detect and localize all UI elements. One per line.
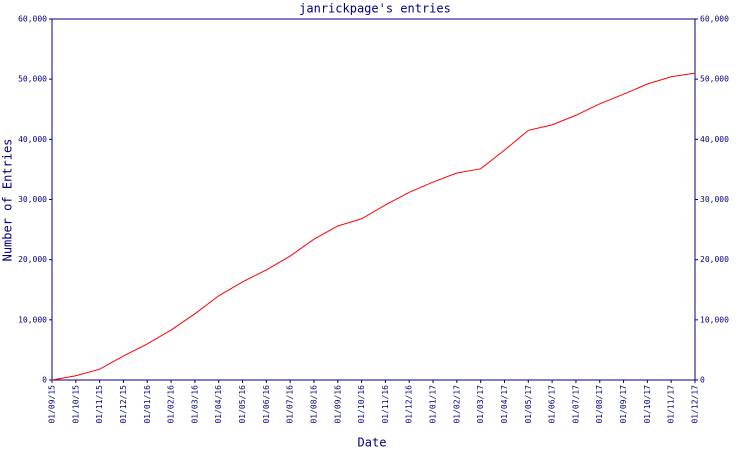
y2-tick-label: 10,000 [700, 315, 729, 324]
x-tick-label: 01/04/16 [214, 385, 223, 424]
y2-tick-label: 20,000 [700, 255, 729, 264]
x-tick-label: 01/01/17 [429, 385, 438, 424]
x-tick-label: 01/09/17 [619, 385, 628, 424]
y-tick-label: 30,000 [18, 195, 47, 204]
x-tick-label: 01/06/16 [262, 385, 271, 424]
x-tick-label: 01/07/17 [571, 385, 580, 424]
x-tick-label: 01/08/16 [309, 385, 318, 424]
y2-tick-label: 0 [700, 376, 705, 385]
x-tick-label: 01/02/16 [167, 385, 176, 424]
x-tick-label: 01/12/17 [691, 385, 700, 424]
x-tick-label: 01/07/16 [286, 385, 295, 424]
x-axis-label: Date [358, 436, 387, 450]
y-tick-label: 40,000 [18, 135, 47, 144]
y2-tick-label: 30,000 [700, 195, 729, 204]
x-tick-label: 01/10/15 [71, 385, 80, 424]
x-tick-label: 01/01/16 [143, 385, 152, 424]
y-axis-label: Number of Entries [1, 139, 15, 262]
x-tick-label: 01/12/16 [405, 385, 414, 424]
x-tick-label: 01/03/16 [190, 385, 199, 424]
chart-title: janrickpage's entries [299, 2, 451, 16]
x-tick-label: 01/02/17 [452, 385, 461, 424]
y-tick-label: 20,000 [18, 255, 47, 264]
x-tick-label: 01/11/15 [95, 385, 104, 424]
y2-tick-label: 40,000 [700, 135, 729, 144]
data-line [51, 72, 696, 381]
x-tick-label: 01/12/15 [119, 385, 128, 424]
x-tick-label: 01/03/17 [476, 385, 485, 424]
y-tick-label: 60,000 [18, 15, 47, 24]
x-tick-label: 01/05/16 [238, 385, 247, 424]
x-tick-label: 01/11/16 [381, 385, 390, 424]
y-tick-label: 10,000 [18, 315, 47, 324]
x-tick-label: 01/09/16 [333, 385, 342, 424]
y-tick-label: 0 [42, 376, 47, 385]
x-tick-label: 01/10/17 [643, 385, 652, 424]
x-tick-label: 01/06/17 [548, 385, 557, 424]
x-tick-label: 01/04/17 [500, 385, 509, 424]
x-tick-label: 01/08/17 [595, 385, 604, 424]
x-tick-label: 01/09/15 [48, 385, 57, 424]
y2-tick-label: 50,000 [700, 75, 729, 84]
plot-frame [51, 18, 696, 381]
y2-tick-label: 60,000 [700, 15, 729, 24]
x-tick-label: 01/05/17 [524, 385, 533, 424]
y-tick-label: 50,000 [18, 75, 47, 84]
x-tick-label: 01/10/16 [357, 385, 366, 424]
x-tick-label: 01/11/17 [667, 385, 676, 424]
